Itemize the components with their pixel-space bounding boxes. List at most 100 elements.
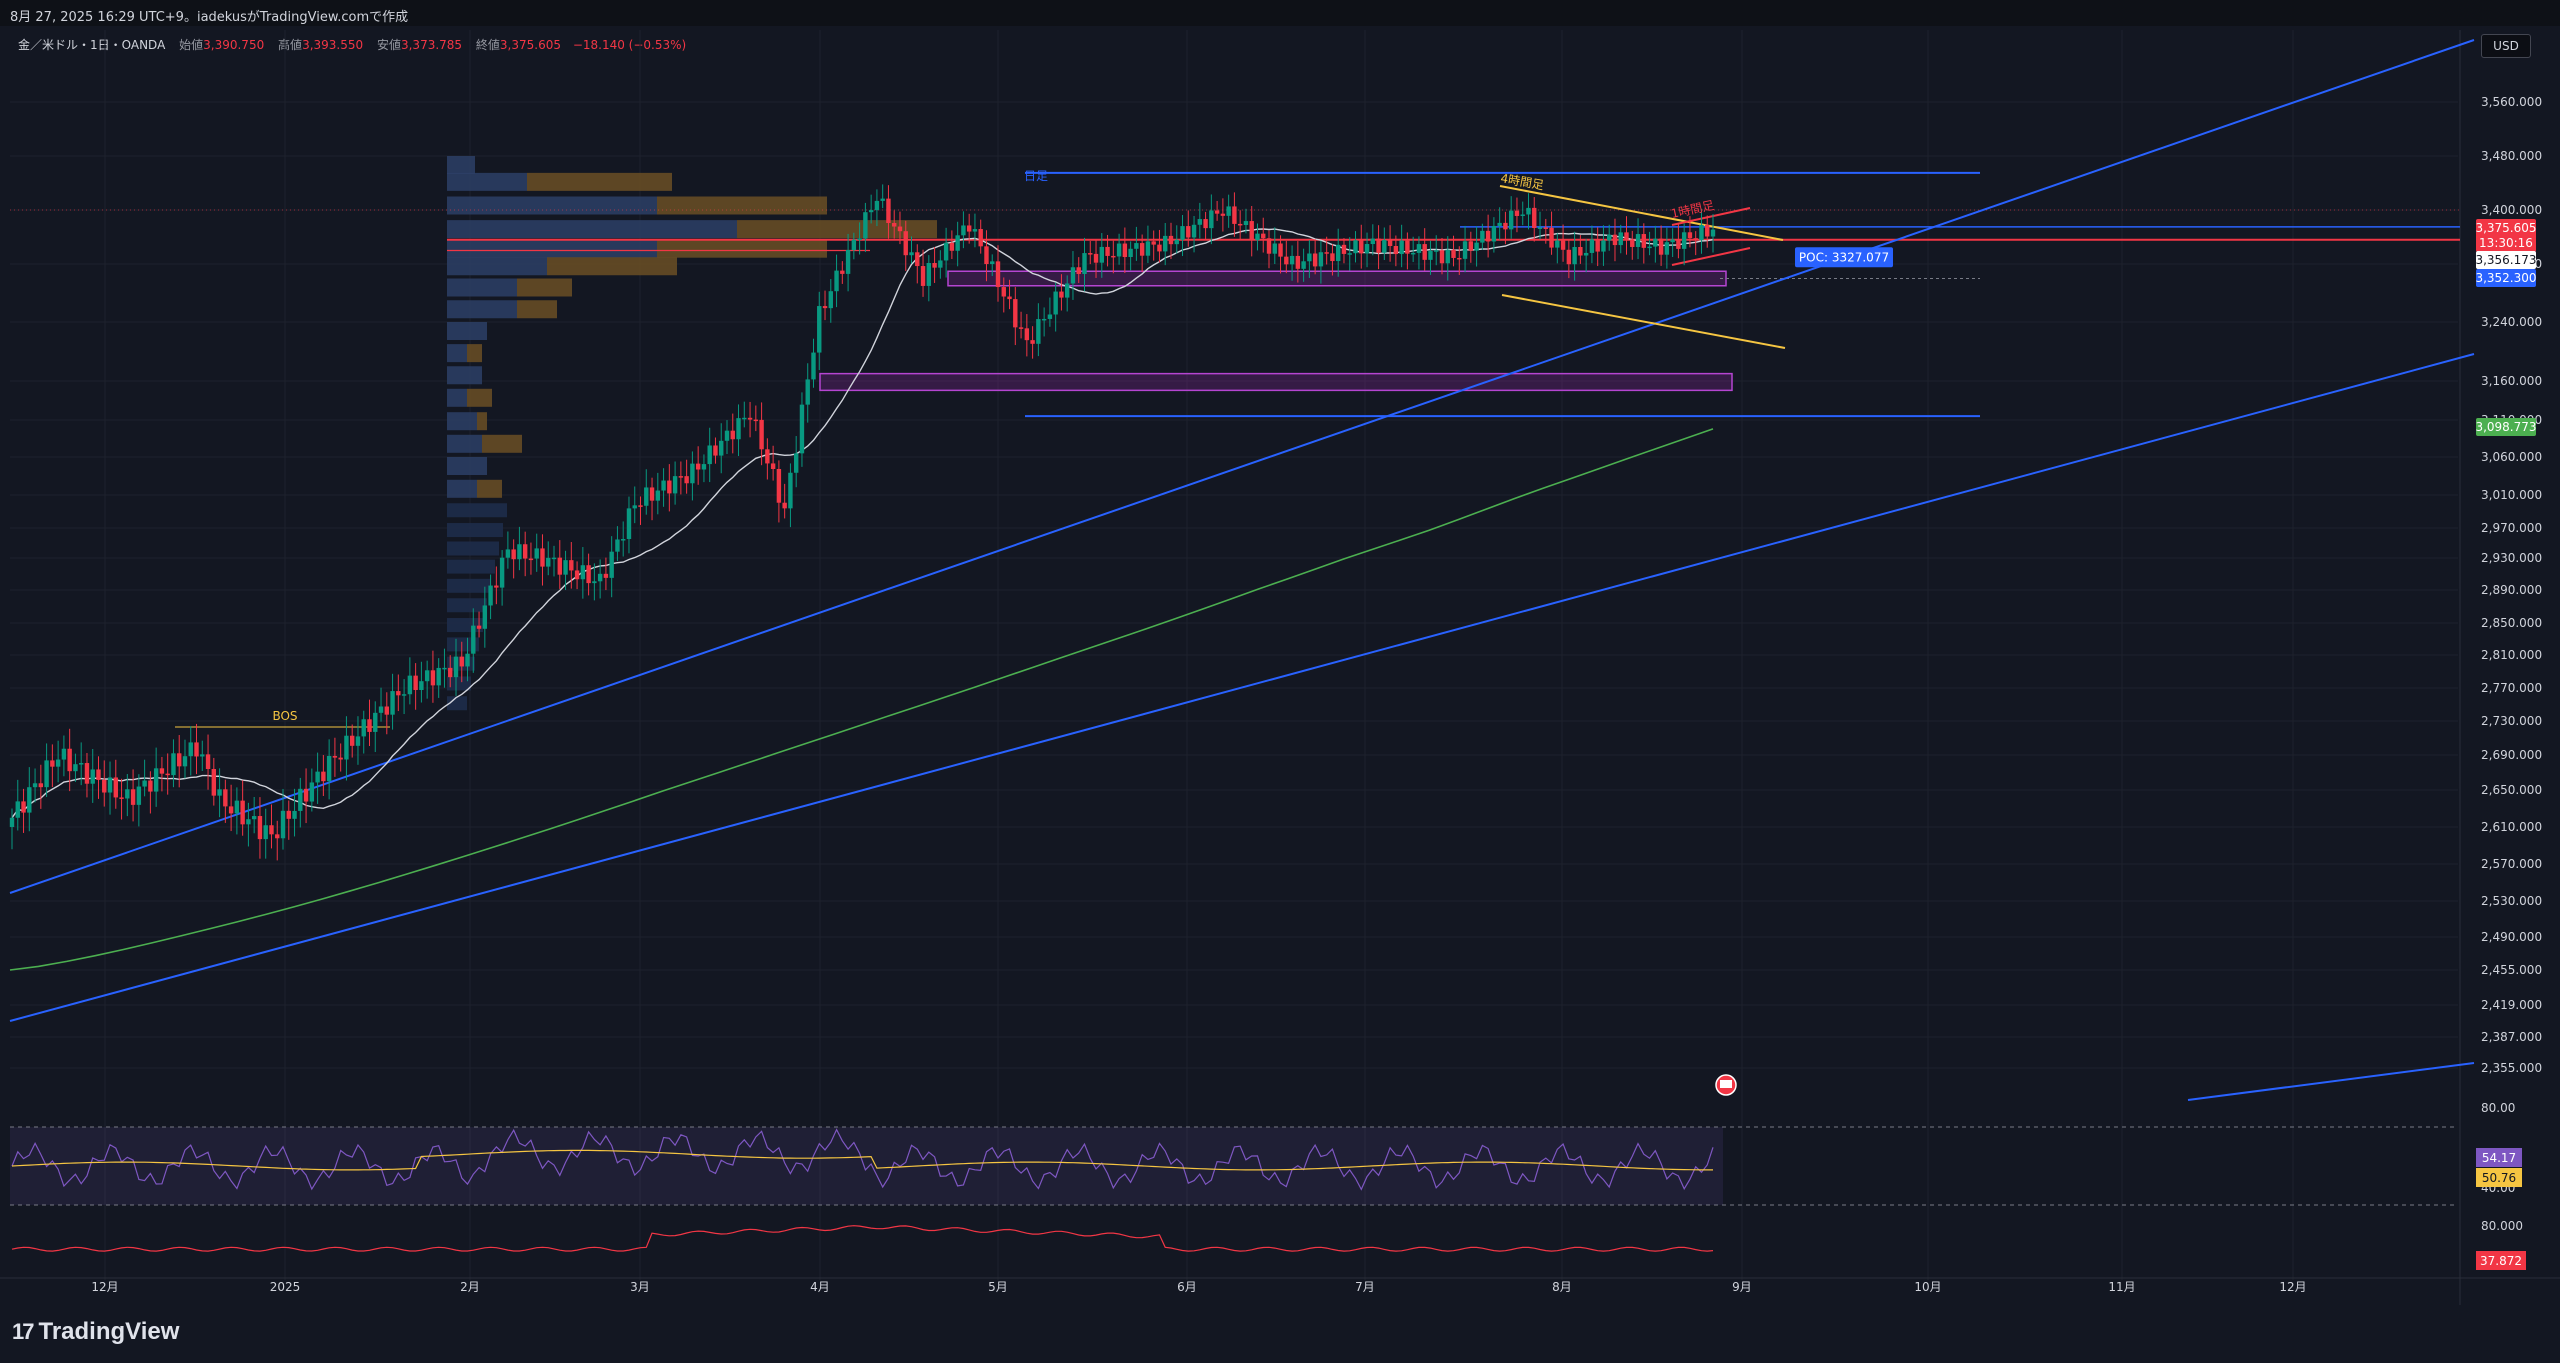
- candle-body: [897, 226, 903, 232]
- candle-body: [563, 560, 568, 575]
- candle-body: [424, 670, 430, 682]
- volume-profile-bar: [447, 618, 483, 633]
- candle-body: [742, 417, 747, 420]
- candles: [9, 184, 1716, 861]
- currency-selector-button[interactable]: USD: [2481, 34, 2531, 58]
- symbol-legend[interactable]: 金／米ドル・1日・OANDA 始値3,390.750 高値3,393.550 安…: [18, 36, 686, 53]
- price-zones: [819, 270, 1733, 392]
- candle-body: [880, 198, 885, 201]
- symbol-name[interactable]: 金／米ドル・1日・OANDA: [18, 38, 166, 52]
- indicator-value-badge: [2476, 1251, 2526, 1270]
- price-tick-label: 2,690.000: [2481, 748, 2542, 762]
- candle-body: [234, 800, 240, 814]
- price-tick-label: 2,730.000: [2481, 714, 2542, 728]
- volume-profile-bar: [657, 239, 827, 258]
- candle-body: [1030, 340, 1035, 344]
- candle-body: [1203, 219, 1208, 229]
- volume-profile-bar: [477, 412, 487, 431]
- candle-body: [736, 418, 741, 440]
- price-tick-label: 2,490.000: [2481, 930, 2542, 944]
- candle-body: [1209, 210, 1214, 229]
- candle-body: [817, 306, 822, 353]
- economic-event-icon: [1720, 1080, 1732, 1088]
- candle-body: [396, 691, 401, 696]
- close-label: 終値: [475, 38, 500, 52]
- candle-body: [130, 789, 136, 805]
- candle-body: [1687, 232, 1693, 239]
- candle-body: [471, 625, 476, 654]
- candle-body: [868, 210, 874, 213]
- candle-body: [96, 769, 101, 780]
- candle-body: [1653, 238, 1658, 247]
- candle-body: [1272, 243, 1277, 254]
- candle-body: [350, 735, 355, 746]
- candle-body: [661, 480, 666, 491]
- volume-profile-bar: [447, 388, 467, 407]
- candle-body: [1508, 210, 1514, 230]
- price-tick-label: 3,010.000: [2481, 488, 2542, 502]
- candle-body: [1416, 244, 1422, 253]
- candle-body: [1232, 206, 1237, 224]
- poc-label-bg: [1795, 247, 1893, 268]
- candle-body: [1393, 246, 1399, 255]
- candle-body: [534, 548, 539, 559]
- candle-body: [1186, 226, 1191, 238]
- candle-body: [113, 777, 118, 798]
- candle-body: [1013, 299, 1018, 328]
- time-tick-label: 8月: [1552, 1280, 1572, 1294]
- volume-profile-bar: [447, 696, 467, 711]
- candle-body: [465, 653, 470, 667]
- candle-body: [1705, 224, 1710, 237]
- moving-averages: [9, 228, 1714, 971]
- candle-body: [799, 404, 805, 454]
- rsi-ma-line: [11, 1149, 1713, 1171]
- candle-body: [759, 419, 764, 450]
- candle-body: [1583, 252, 1589, 256]
- moving-average-200: [9, 428, 1714, 971]
- candle-body: [1630, 239, 1635, 247]
- candle-body: [990, 261, 995, 265]
- candle-body: [142, 780, 147, 787]
- price-tick-label: 3,560.000: [2481, 95, 2542, 109]
- candle-body: [107, 777, 113, 793]
- channel-line: [1501, 294, 1786, 349]
- candle-body: [153, 768, 159, 792]
- candle-body: [1451, 249, 1456, 258]
- volume-profile-bar: [447, 434, 482, 453]
- candle-body: [73, 764, 78, 772]
- footer-bar: [0, 1305, 2560, 1363]
- candle-body: [119, 797, 124, 799]
- price-tick-label: 3,240.000: [2481, 315, 2542, 329]
- price-tick-label: 2,930.000: [2481, 551, 2542, 565]
- price-tick-label: 2,455.000: [2481, 963, 2542, 977]
- candle-body: [1064, 283, 1070, 298]
- price-label-text: 3,375.605: [2475, 221, 2536, 235]
- candle-body: [1595, 239, 1600, 252]
- candle-body: [1099, 246, 1104, 263]
- candle-body: [701, 464, 707, 470]
- volume-profile-bar: [447, 412, 477, 431]
- candle-body: [822, 306, 828, 309]
- time-tick-label: 2025: [270, 1280, 301, 1294]
- candle-body: [1249, 221, 1254, 241]
- price-tick-label: 2,355.000: [2481, 1061, 2542, 1075]
- candle-body: [1128, 248, 1133, 258]
- price-label-text: 3,356.173: [2475, 253, 2536, 267]
- candle-body: [78, 763, 84, 765]
- candle-body: [27, 787, 32, 813]
- candle-body: [644, 487, 649, 506]
- candle-body: [621, 539, 626, 541]
- candle-body: [482, 605, 488, 629]
- candle-body: [90, 769, 95, 784]
- candle-body: [909, 252, 914, 256]
- candle-body: [1134, 243, 1139, 249]
- candle-body: [632, 505, 637, 509]
- price-label-text: 3,098.773: [2475, 420, 2536, 434]
- tradingview-logo[interactable]: 17 TradingView: [12, 1318, 179, 1346]
- candle-body: [1422, 244, 1427, 260]
- candle-body: [1520, 214, 1525, 216]
- candle-body: [1364, 244, 1370, 254]
